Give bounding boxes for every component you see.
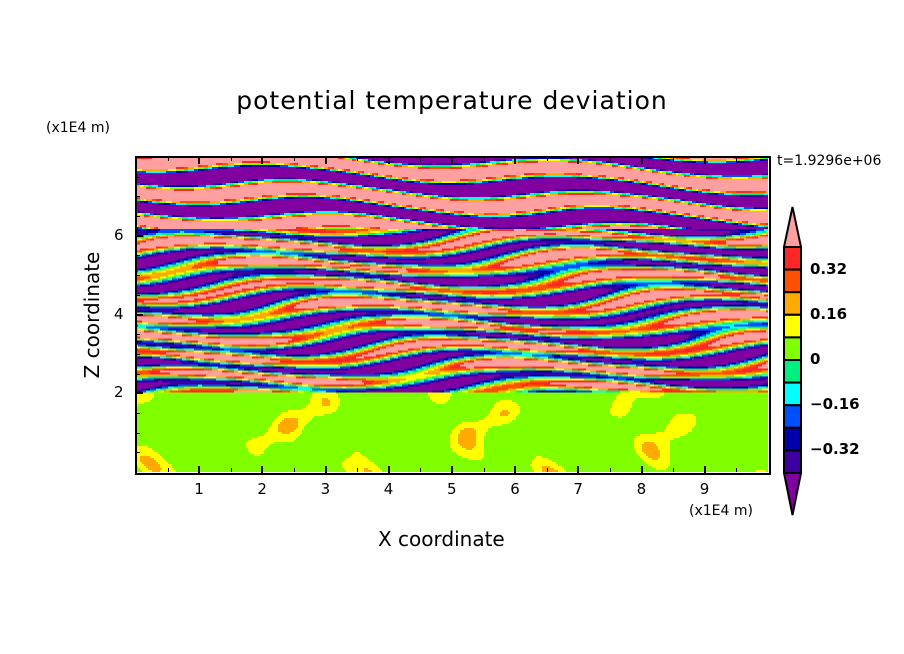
contour-field <box>136 157 768 472</box>
x-tick-label: 2 <box>257 480 267 498</box>
chart-title: potential temperature deviation <box>236 86 668 115</box>
x-minor-tick <box>546 157 548 161</box>
colorbar-box <box>783 268 802 294</box>
x-tick <box>451 466 453 473</box>
x-minor-tick <box>673 468 675 472</box>
x-tick <box>703 157 706 164</box>
x-minor-tick <box>736 468 738 472</box>
colorbar-box <box>783 336 802 361</box>
y-tick-label: 6 <box>114 225 124 244</box>
x-tick-label: 9 <box>699 480 710 498</box>
y-axis-label: Z coordinate <box>80 251 104 379</box>
x-tick <box>324 157 327 164</box>
x-tick <box>514 157 517 164</box>
y-tick <box>136 313 143 316</box>
y-minor-tick <box>136 176 140 178</box>
x-minor-tick <box>420 157 422 161</box>
x-tick <box>387 157 390 164</box>
colorbar-box <box>783 291 802 316</box>
colorbar-label: 0.32 <box>810 259 848 278</box>
y-tick-label: 2 <box>114 383 124 402</box>
colorbar-label: 0 <box>810 350 821 368</box>
x-tick <box>261 157 264 164</box>
x-tick <box>324 466 327 473</box>
colorbar <box>782 206 803 516</box>
x-axis-label: X coordinate <box>378 527 505 551</box>
x-minor-tick <box>610 468 611 472</box>
x-minor-tick <box>230 157 232 161</box>
x-tick <box>514 466 517 473</box>
colorbar-label: 0.16 <box>810 304 848 323</box>
x-minor-tick <box>610 157 611 161</box>
colorbar-box <box>783 359 802 384</box>
plot-frame <box>135 156 771 475</box>
x-tick <box>387 466 390 473</box>
y-minor-tick <box>136 196 140 198</box>
colorbar-lower-extend <box>782 472 803 516</box>
x-minor-tick <box>294 157 295 161</box>
y-minor-tick <box>136 432 140 434</box>
x-tick <box>451 157 453 164</box>
x-tick <box>703 466 706 473</box>
x-tick <box>198 157 201 164</box>
x-tick <box>577 466 580 473</box>
colorbar-label: −0.32 <box>810 440 860 459</box>
colorbar-box <box>783 426 802 452</box>
x-minor-tick <box>736 157 738 161</box>
x-tick-label: 1 <box>194 480 204 498</box>
colorbar-box <box>783 246 802 271</box>
x-minor-tick <box>673 157 675 161</box>
y-minor-tick <box>136 373 140 375</box>
y-minor-tick <box>136 275 140 277</box>
x-minor-tick <box>420 468 422 472</box>
x-unit-label: (x1E4 m) <box>689 503 753 519</box>
x-minor-tick <box>546 468 548 472</box>
x-minor-tick <box>357 157 359 161</box>
y-tick <box>136 234 143 237</box>
x-tick-label: 8 <box>636 480 647 498</box>
x-tick-label: 5 <box>447 480 457 498</box>
x-minor-tick <box>357 468 359 472</box>
x-tick-label: 4 <box>383 480 394 498</box>
x-minor-tick <box>483 157 485 161</box>
colorbar-upper-extend <box>782 206 803 248</box>
y-minor-tick <box>136 412 140 414</box>
x-tick <box>198 466 201 473</box>
x-minor-tick <box>167 157 169 161</box>
y-unit-label: (x1E4 m) <box>46 120 110 136</box>
x-tick-label: 3 <box>320 480 331 498</box>
colorbar-box <box>783 449 802 474</box>
y-tick-label: 4 <box>114 304 124 323</box>
y-minor-tick <box>136 216 140 218</box>
colorbar-label: −0.16 <box>810 395 860 414</box>
x-tick-label: 6 <box>510 480 520 498</box>
x-minor-tick <box>483 468 485 472</box>
y-minor-tick <box>136 353 140 355</box>
x-tick <box>640 466 643 473</box>
y-minor-tick <box>136 334 140 336</box>
time-label: t=1.9296e+06 <box>777 153 882 169</box>
y-tick <box>136 392 143 395</box>
x-tick-label: 7 <box>573 480 583 498</box>
x-tick <box>577 157 580 164</box>
x-tick <box>640 157 643 164</box>
x-tick <box>261 466 264 473</box>
x-minor-tick <box>167 468 169 472</box>
colorbar-box <box>783 313 802 339</box>
y-minor-tick <box>136 452 140 454</box>
colorbar-box <box>783 381 802 407</box>
y-minor-tick <box>136 255 140 257</box>
y-minor-tick <box>136 294 140 296</box>
x-minor-tick <box>294 468 295 472</box>
colorbar-box <box>783 404 802 429</box>
x-minor-tick <box>230 468 232 472</box>
